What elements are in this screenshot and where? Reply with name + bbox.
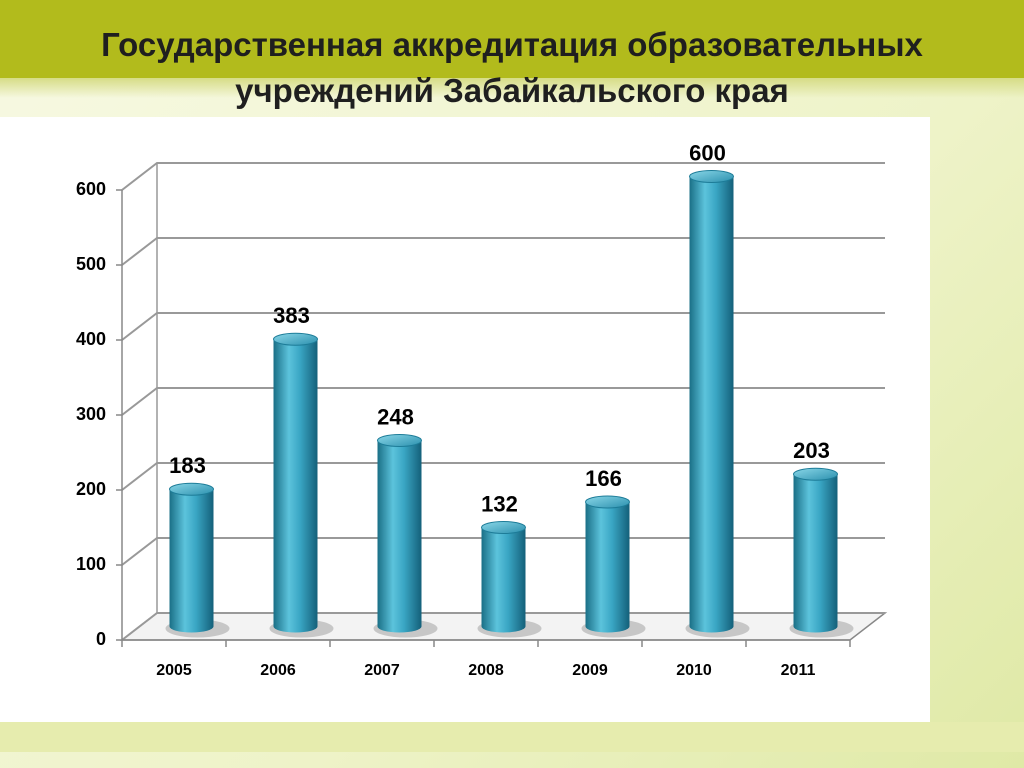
grid-line [121,237,885,266]
data-label: 203 [793,438,830,463]
bar [585,502,630,633]
data-label: 166 [585,466,622,491]
x-tick-label: 2005 [156,662,192,679]
y-tick-label: 100 [76,554,106,574]
x-tick-label: 2008 [468,662,504,679]
bar-top [377,434,422,447]
y-tick-label: 300 [76,404,106,424]
data-label: 600 [689,140,726,165]
header-shade [0,78,1024,98]
data-label: 248 [377,404,414,429]
bar-top [585,495,630,509]
y-tick-label: 200 [76,479,106,499]
bar-top [273,332,318,346]
bar [481,527,526,633]
y-tick-label: 500 [76,254,106,274]
x-tick-label: 2009 [572,662,608,679]
x-tick-label: 2010 [676,662,712,679]
footer-band [0,722,1024,752]
bar [377,440,422,633]
x-tick-label: 2011 [781,662,816,679]
bar [689,176,734,633]
bar [273,339,318,633]
y-tick-label: 0 [96,629,106,649]
data-label: 132 [481,491,518,516]
bar-top [481,521,526,534]
data-label: 383 [273,303,310,328]
grid-line [121,462,885,491]
grid-line [121,162,885,191]
bar-top [689,170,734,183]
grid-line [121,537,885,566]
header-band [0,0,1024,78]
x-tick-label: 2007 [364,662,400,679]
y-tick-label: 400 [76,329,106,349]
grid-line [121,387,885,416]
grid-line [121,312,885,341]
bar-top [793,467,838,481]
y-tick-label: 600 [76,179,106,199]
data-label: 183 [169,453,206,478]
bar [793,474,838,633]
chart-title: Государственная аккредитация образовател… [101,26,923,109]
x-tick-label: 2006 [260,662,296,679]
grid-line [121,612,885,641]
bar-top [169,482,214,496]
bar [169,489,214,633]
